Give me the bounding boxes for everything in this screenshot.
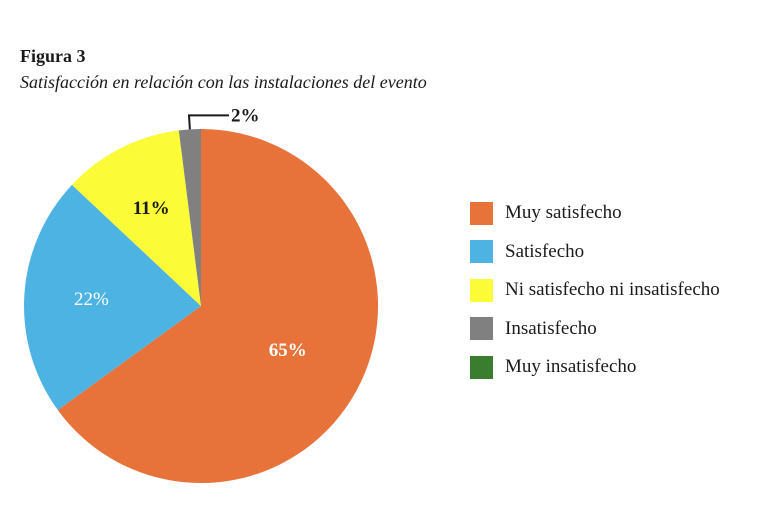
data-label-insatisfecho: 2% bbox=[231, 105, 260, 126]
figure-caption: Satisfacción en relación con las instala… bbox=[20, 72, 427, 92]
legend-swatch bbox=[470, 278, 493, 302]
legend-label: Insatisfecho bbox=[505, 317, 597, 339]
leader-line-insatisfecho bbox=[187, 114, 230, 130]
pie-slice-muy-satisfecho bbox=[57, 129, 379, 484]
legend-label: Muy satisfecho bbox=[505, 202, 622, 223]
legend-item-muy-insatisfecho: Muy insatisfecho bbox=[470, 354, 720, 380]
legend-label: Ni satisfecho ni insatisfecho bbox=[505, 279, 720, 300]
pie-slice-insatisfecho bbox=[178, 129, 201, 306]
legend-item-ni-satisfecho-ni-insatisfecho: Ni satisfecho ni insatisfecho bbox=[470, 277, 720, 303]
chart-legend: Muy satisfecho Satisfecho Ni satisfecho … bbox=[470, 200, 720, 393]
data-label-ni-satisfecho-ni-insatisfecho: 11% bbox=[133, 198, 170, 219]
legend-swatch bbox=[470, 355, 493, 379]
pie-slice-ni-satisfecho-ni-insatisfecho bbox=[71, 130, 201, 306]
legend-swatch bbox=[470, 317, 493, 340]
figure-label: Figura 3 bbox=[20, 46, 86, 66]
legend-label: Satisfecho bbox=[505, 240, 585, 262]
legend-swatch bbox=[470, 201, 493, 225]
pie-slice-satisfecho bbox=[23, 184, 201, 411]
legend-label: Muy insatisfecho bbox=[505, 356, 637, 377]
legend-item-satisfecho: Satisfecho bbox=[470, 239, 720, 265]
data-label-satisfecho: 22% bbox=[74, 289, 109, 310]
legend-swatch bbox=[470, 240, 493, 263]
legend-item-muy-satisfecho: Muy satisfecho bbox=[470, 200, 720, 226]
data-label-muy-satisfecho: 65% bbox=[269, 340, 307, 361]
legend-item-insatisfecho: Insatisfecho bbox=[470, 316, 720, 342]
